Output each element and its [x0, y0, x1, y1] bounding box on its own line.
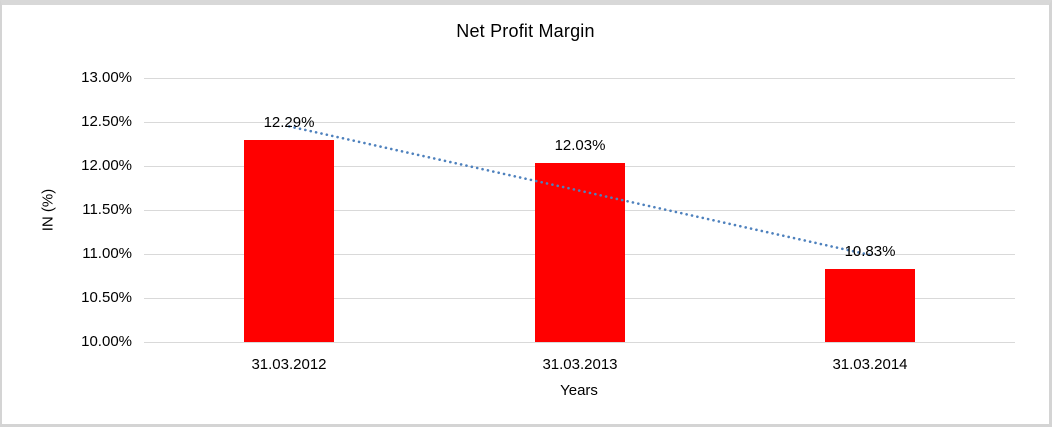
- x-axis-tick-label: 31.03.2014: [832, 356, 908, 373]
- y-axis-tick-label: 11.00%: [82, 245, 132, 262]
- chart-title: Net Profit Margin: [456, 21, 595, 41]
- y-axis-tick-label: 10.50%: [81, 289, 132, 306]
- bar: [535, 163, 625, 342]
- x-axis-tick-label: 31.03.2013: [542, 356, 618, 373]
- bar: [825, 269, 915, 342]
- bar-data-label: 12.03%: [554, 137, 606, 154]
- y-axis-tick-label: 12.00%: [81, 157, 132, 174]
- x-axis-title: Years: [560, 382, 598, 399]
- y-axis-tick-label: 11.50%: [82, 201, 132, 218]
- plot-area: 12.29% 12.03% 10.83%: [144, 78, 1015, 343]
- gridline: [144, 78, 1015, 79]
- y-axis-tick-label: 13.00%: [81, 69, 132, 86]
- bar-data-label: 10.83%: [844, 243, 896, 260]
- trendline-layer: [287, 125, 872, 257]
- gridline: [144, 122, 1015, 123]
- bar: [244, 140, 334, 342]
- y-axis-tick-label: 12.50%: [81, 113, 132, 130]
- trendline: [287, 125, 872, 257]
- y-axis-tick-label: 10.00%: [81, 333, 132, 350]
- bar-data-label: 12.29%: [263, 114, 315, 131]
- x-axis-tick-label: 31.03.2012: [251, 356, 327, 373]
- gridline: [144, 342, 1015, 343]
